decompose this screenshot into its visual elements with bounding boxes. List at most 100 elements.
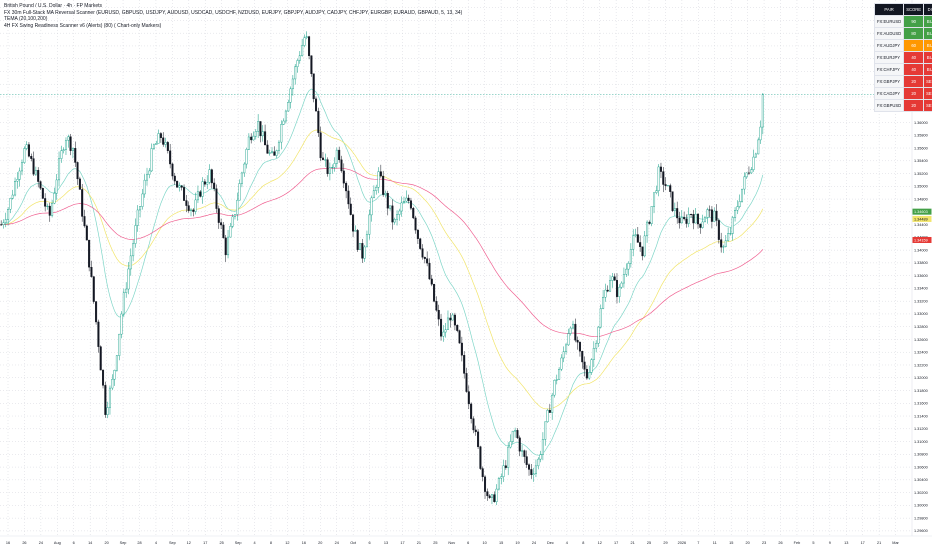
candle-body bbox=[754, 153, 757, 158]
candle-body bbox=[240, 172, 243, 184]
candle-body bbox=[51, 202, 54, 216]
candle-body bbox=[400, 202, 403, 212]
candle-body bbox=[224, 237, 227, 256]
candle-body bbox=[449, 317, 452, 321]
scanner-pair: FX:CADJPY bbox=[873, 87, 905, 100]
price-tag-label: 1.34489 bbox=[914, 217, 928, 221]
x-tick-label: Mar bbox=[892, 541, 899, 545]
x-tick-label: 9 bbox=[829, 541, 831, 545]
candle-body bbox=[208, 169, 211, 183]
x-tick-label: 16 bbox=[302, 541, 306, 545]
x-tick-label: 17 bbox=[861, 541, 865, 545]
candle-body bbox=[555, 379, 558, 381]
candle-body bbox=[46, 205, 49, 207]
scanner-direction: SELL bbox=[923, 99, 932, 112]
scanner-direction: BUY bbox=[923, 63, 932, 76]
candle-body bbox=[588, 372, 591, 379]
x-tick-label: 12 bbox=[187, 541, 191, 545]
candle-body bbox=[289, 88, 292, 103]
x-tick-label: 13 bbox=[844, 541, 848, 545]
candle-body bbox=[102, 369, 105, 386]
candle-body bbox=[613, 276, 616, 281]
candle-body bbox=[747, 172, 750, 174]
tema-indicator-label[interactable]: TEMA (20,100,200) bbox=[4, 16, 48, 23]
candle-body bbox=[421, 248, 424, 258]
candle-body bbox=[368, 214, 371, 235]
candle-body bbox=[706, 209, 709, 218]
candle-body bbox=[99, 346, 102, 371]
candle-body bbox=[324, 159, 327, 161]
candle-body bbox=[402, 201, 406, 204]
candle-body bbox=[703, 217, 706, 223]
candle-body bbox=[134, 225, 137, 244]
candle-body bbox=[414, 217, 417, 231]
candle-body bbox=[407, 197, 410, 201]
candle-body bbox=[275, 150, 278, 156]
tema-fast-line bbox=[1, 88, 764, 456]
x-tick-label: 5 bbox=[812, 541, 814, 545]
candle-body bbox=[120, 313, 123, 335]
x-tick-label: Feb bbox=[794, 541, 801, 545]
candle-body bbox=[409, 200, 412, 209]
candle-body bbox=[458, 330, 461, 344]
swing-scanner-label[interactable]: 4H FX Swing Readiness Scanner v6 (Alerts… bbox=[4, 22, 162, 29]
candle-body bbox=[328, 167, 331, 174]
candle-body bbox=[162, 137, 165, 145]
candle-body bbox=[303, 37, 306, 46]
candle-body bbox=[697, 213, 700, 225]
candle-body bbox=[238, 183, 241, 201]
candle-body bbox=[23, 148, 26, 163]
candle-body bbox=[646, 221, 649, 237]
x-tick-label: 14 bbox=[88, 541, 92, 545]
candle-body bbox=[643, 235, 646, 257]
candle-body bbox=[166, 142, 169, 152]
candle-body bbox=[55, 179, 58, 194]
candle-body bbox=[666, 185, 669, 187]
candle-body bbox=[615, 280, 618, 297]
candle-body bbox=[690, 214, 693, 215]
scanner-pair: FX:CHFJPY bbox=[873, 63, 905, 76]
candle-body bbox=[659, 166, 662, 172]
candle-body bbox=[393, 219, 396, 223]
candle-body bbox=[201, 181, 204, 197]
candle-body bbox=[210, 169, 213, 184]
candle-body bbox=[125, 288, 128, 293]
candle-body bbox=[386, 193, 389, 209]
x-tick-label: 16 bbox=[6, 541, 10, 545]
candle-body bbox=[282, 120, 285, 125]
candle-body bbox=[428, 262, 431, 280]
candle-body bbox=[509, 441, 512, 448]
tema-lines bbox=[1, 88, 764, 456]
candle-body bbox=[41, 188, 44, 199]
candle-body bbox=[502, 465, 505, 477]
y-tick-label: 1.33800 bbox=[914, 261, 928, 265]
candle-body bbox=[419, 238, 422, 249]
candle-body bbox=[592, 347, 595, 360]
candle-body bbox=[514, 430, 517, 432]
x-tick-label: 8 bbox=[270, 541, 272, 545]
candle-body bbox=[467, 391, 470, 405]
x-tick-label: 12 bbox=[598, 541, 602, 545]
scanner-score: 20 bbox=[903, 75, 925, 88]
scanner-score: 20 bbox=[903, 99, 925, 112]
scanner-indicator-label[interactable]: FX 30m Full-Stack MA Reversal Scanner (E… bbox=[4, 9, 463, 16]
x-tick-label: 15 bbox=[499, 541, 503, 545]
y-tick-label: 1.30000 bbox=[914, 504, 928, 508]
candle-body bbox=[132, 243, 135, 257]
candle-body bbox=[196, 191, 199, 201]
candle-body bbox=[692, 214, 695, 224]
candle-body bbox=[377, 171, 380, 188]
candle-body bbox=[189, 209, 193, 211]
candle-body bbox=[729, 233, 732, 235]
symbol-title[interactable]: British Pound / U.S. Dollar · 4h · FP Ma… bbox=[4, 3, 102, 9]
candle-body bbox=[347, 190, 350, 205]
scanner-row: FX:EURJPY40BUY bbox=[873, 51, 932, 64]
candle-body bbox=[331, 167, 334, 169]
candle-body bbox=[548, 409, 551, 413]
candle-body bbox=[64, 140, 67, 150]
candle-body bbox=[530, 469, 533, 475]
candle-body bbox=[620, 282, 623, 288]
candle-body bbox=[252, 135, 255, 141]
candle-body bbox=[653, 192, 656, 207]
